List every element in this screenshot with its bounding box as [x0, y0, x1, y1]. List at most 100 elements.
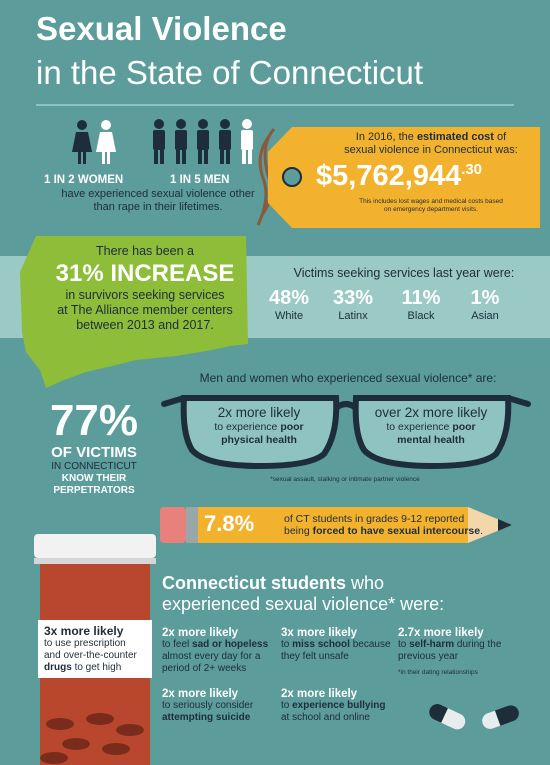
increase-big: 31% INCREASE [55, 260, 235, 287]
glasses-left-text: 2x more likely to experience poor physic… [186, 405, 332, 447]
cost-note-line1: This includes lost wages and medical cos… [359, 198, 503, 205]
cost-amount-value: $5,762,944 [316, 160, 462, 192]
glasses-right-line3: mental health [397, 434, 465, 446]
price-tag-icon [256, 127, 540, 228]
people-description: have experienced sexual violence other t… [40, 188, 276, 214]
student-stat-text: to seriously consider [162, 700, 254, 711]
pills-line4-bold: drugs [44, 662, 72, 673]
student-stat-bullying: 2x more likely to experience bullying at… [281, 688, 397, 724]
title-line1: Sexual Violence [36, 10, 287, 47]
victims-77-line3: IN CONNECTICUT [51, 461, 137, 472]
student-stat-school: 3x more likely to miss school because th… [281, 627, 393, 663]
victims-label: Black [407, 310, 435, 322]
victims-pct: 33% [332, 287, 374, 309]
student-stat-bold: attempting suicide [162, 712, 251, 723]
victims-77-line5: PERPETRATORS [53, 485, 135, 496]
victims-item: 11% Black [396, 287, 446, 322]
women-stat: 1 IN 2 WOMEN [44, 174, 124, 186]
student-stat-text: to [281, 639, 290, 650]
increase-line5: between 2013 and 2017. [76, 318, 214, 332]
student-stat-self-harm: 2.7x more likely to self-harm during the… [398, 627, 528, 679]
student-stat-text: during the [456, 639, 502, 650]
pencil-pct: 7.8% [204, 511, 255, 536]
glasses-right-line2: to experience [386, 421, 450, 433]
pills-bold: 3x more likely [44, 624, 124, 638]
glasses-right-line1: over 2x more likely [374, 405, 488, 420]
pills-text: 3x more likely to use prescription and o… [44, 624, 154, 674]
pencil-line2c: . [480, 525, 484, 537]
glasses-left-line1: 2x more likely [217, 405, 301, 420]
student-stat-text: almost every day for a [162, 651, 261, 662]
increase-block: There has been a 31% INCREASE in survivo… [45, 244, 245, 333]
student-stat-heading: 2x more likely [162, 627, 239, 639]
glasses-right-line2-bold: poor [452, 421, 476, 433]
pills-line3: and over-the-counter [44, 650, 137, 661]
students-heading-bold: Connecticut students [162, 573, 347, 593]
cost-note: This includes lost wages and medical cos… [318, 198, 544, 214]
student-stat-bold: sad or hopeless [192, 639, 269, 650]
cost-intro-text2: of [497, 131, 507, 143]
student-stat-text: at school and online [281, 712, 370, 723]
cost-intro: In 2016, the estimated cost of sexual vi… [318, 131, 544, 157]
glasses-right-text: over 2x more likely to experience poor m… [358, 405, 504, 447]
pencil-line2b: forced to have sexual intercourse [312, 525, 481, 537]
increase-line1: There has been a [96, 244, 194, 258]
student-stat-text: to feel [162, 639, 190, 650]
cost-amount: $5,762,944.30 [316, 160, 482, 193]
students-note: *in their dating relationships [398, 669, 478, 676]
student-stat-heading: 2x more likely [281, 688, 358, 700]
men-stat: 1 IN 5 MEN [170, 174, 230, 186]
victims-77-big: 77% [49, 396, 139, 445]
pills-line2: to use prescription [44, 638, 126, 649]
title-line2: in the State of Connecticut [36, 54, 424, 91]
cost-intro-text: In 2016, the [355, 131, 414, 143]
glasses-left-line2: to experience [214, 421, 278, 433]
student-stat-heading: 2.7x more likely [398, 627, 484, 639]
cost-intro-bold: estimated cost [416, 131, 494, 143]
students-heading2: experienced sexual violence* were: [162, 594, 445, 614]
students-heading: Connecticut students who experienced sex… [162, 573, 444, 615]
pills-line4: to get high [74, 662, 122, 673]
victims-item: 33% Latinx [328, 287, 378, 322]
victims-77-line2: OF VICTIMS [51, 444, 137, 461]
glasses-left-line3: physical health [221, 434, 297, 446]
student-stat-heading: 2x more likely [162, 688, 239, 700]
capsule-pills-icon [429, 704, 519, 730]
student-stat-bold: experience bullying [292, 700, 386, 711]
students-heading-rest: who [351, 573, 385, 593]
increase-line4: at The Alliance member centers [57, 303, 233, 317]
victims-pct: 48% [268, 287, 310, 309]
increase-line3: in survivors seeking services [65, 288, 225, 302]
victims-label: Latinx [338, 310, 368, 322]
student-stat-text: previous year [398, 651, 459, 662]
glasses-icon [161, 395, 531, 470]
student-stat-heading: 3x more likely [281, 627, 358, 639]
pencil-icon [160, 507, 512, 543]
cost-amount-cents: .30 [461, 161, 483, 178]
cost-line2: sexual violence in Connecticut was: [344, 144, 518, 156]
victims-pct: 1% [470, 287, 500, 309]
student-stat-sad: 2x more likely to feel sad or hopeless a… [162, 627, 278, 675]
pill-label [38, 620, 152, 678]
victims-77-line4: KNOW THEIR [61, 473, 127, 484]
pencil-text: of CT students in grades 9-12 reported b… [284, 513, 483, 537]
victims-77-block: 77% OF VICTIMS IN CONNECTICUT KNOW THEIR… [28, 398, 160, 497]
victims-item: 1% Asian [460, 287, 510, 322]
connecticut-map-icon [20, 236, 248, 388]
glasses-left-line2-bold: poor [280, 421, 304, 433]
student-stat-suicide: 2x more likely to seriously consider att… [162, 688, 278, 724]
student-stat-text: to [398, 639, 407, 650]
people-desc-line2: than rape in their lifetimes. [93, 201, 223, 213]
men-icon [153, 119, 253, 164]
glasses-note: *sexual assault, stalking or intimate pa… [270, 476, 420, 483]
student-stat-bold: self-harm [409, 639, 455, 650]
cost-note-line2: on emergency department visits. [384, 206, 478, 213]
victims-label: Asian [471, 310, 499, 322]
victims-heading: Victims seeking services last year were: [293, 266, 515, 280]
student-stat-text: to [281, 700, 290, 711]
student-stat-text: period of 2+ weeks [162, 663, 247, 674]
pencil-line2a: being [284, 525, 310, 537]
people-desc-line1: have experienced sexual violence other [61, 188, 255, 200]
student-stat-bold: miss school [292, 639, 350, 650]
victims-pct: 11% [401, 287, 441, 309]
